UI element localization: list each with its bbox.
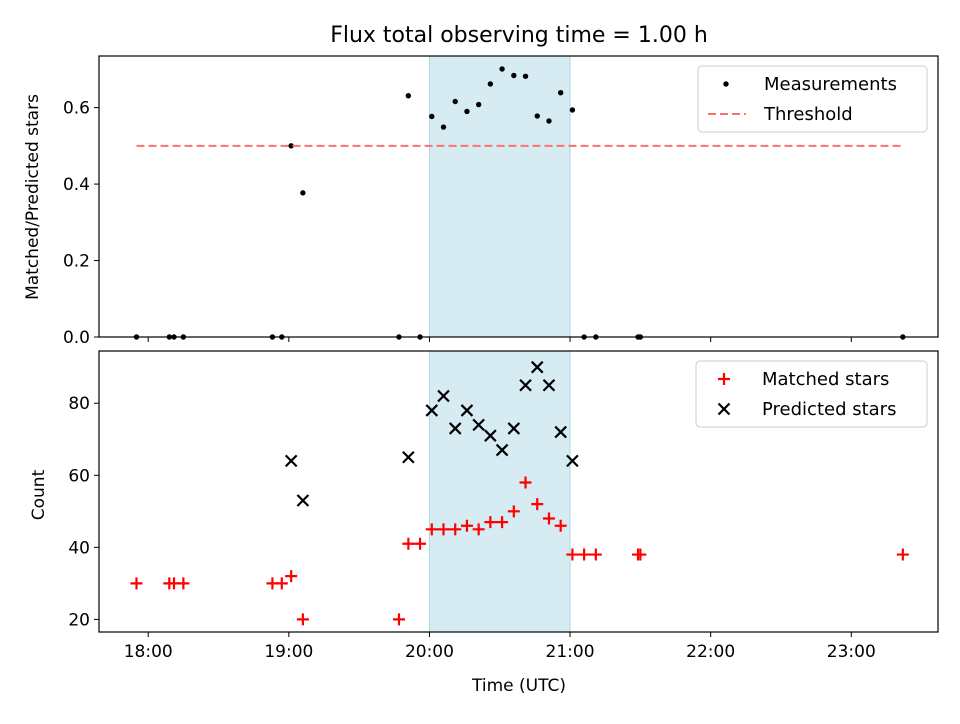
predicted-stars-point <box>530 360 544 374</box>
y-tick-label: 20 <box>68 610 90 630</box>
matched-stars-point <box>275 577 288 590</box>
measurement-point <box>546 118 552 124</box>
predicted-stars-point <box>495 443 509 457</box>
measurement-point <box>569 107 576 113</box>
legend-matched-swatch <box>718 373 730 385</box>
subplot-count: 20 40 60 80 18:00 19:00 20:00 21:00 22:00 23:00 Ma… <box>68 350 939 662</box>
matched-stars-point <box>285 570 298 583</box>
predicted-stars-point <box>554 425 567 439</box>
measurement-point <box>452 98 458 105</box>
legend-label: Predicted stars <box>762 399 896 420</box>
measurement-point <box>429 113 435 120</box>
matched-stars-point <box>634 548 647 561</box>
x-tick-label: 20:00 <box>405 642 454 662</box>
matched-stars-point <box>449 523 462 536</box>
legend-label: Threshold <box>763 104 853 125</box>
legend: Measurements Threshold <box>697 65 928 133</box>
matched-stars-point <box>130 577 143 590</box>
measurement-point <box>300 190 306 196</box>
y-tick-label: 80 <box>68 394 90 414</box>
legend-box <box>697 65 928 133</box>
y-tick-label: 40 <box>68 538 90 558</box>
predicted-stars-point <box>472 418 485 432</box>
x-tick-label: 19:00 <box>264 642 313 662</box>
measurement-point <box>405 93 412 99</box>
predicted-stars-point <box>519 378 532 392</box>
measurement-point <box>534 113 540 119</box>
series-predicted-stars <box>284 360 579 507</box>
y-tick-label: 0.6 <box>63 99 90 119</box>
y-tick-label: 0.0 <box>63 328 90 348</box>
predicted-stars-point <box>484 429 497 442</box>
matched-stars-point <box>392 613 405 626</box>
legend-label: Matched stars <box>762 369 889 390</box>
matched-stars-point <box>484 516 497 529</box>
x-axis-label: Time (UTC) <box>471 676 566 696</box>
measurement-point <box>440 124 447 130</box>
observing-window-span <box>428 55 571 338</box>
matched-stars-point <box>507 505 520 518</box>
matched-stars-point <box>425 523 438 536</box>
predicted-stars-point <box>460 404 474 417</box>
plot-area: 0.0 0.2 0.4 0.6 Measurements Threshold 20 40 60 8… <box>63 55 939 662</box>
x-tick-label: 23:00 <box>827 642 876 662</box>
matched-stars-point <box>519 476 532 489</box>
matched-stars-point <box>414 537 427 550</box>
matched-stars-point <box>896 548 909 561</box>
measurement-point <box>475 101 482 108</box>
x-tick-label: 18:00 <box>124 642 173 662</box>
predicted-stars-point <box>448 422 462 435</box>
measurement-point <box>511 72 517 79</box>
legend-predicted-swatch <box>717 402 731 416</box>
subplot-ratio: 0.0 0.2 0.4 0.6 Measurements Threshold <box>63 55 939 348</box>
matched-stars-point <box>578 548 591 561</box>
chart-title: Flux total observing time = 1.00 h <box>330 23 708 48</box>
matched-stars-point <box>542 512 555 525</box>
series-matched-stars <box>130 476 909 626</box>
x-tick-label: 22:00 <box>686 642 735 662</box>
matched-stars-point <box>531 498 544 511</box>
legend: Matched stars Predicted stars <box>695 360 928 428</box>
matched-stars-point <box>460 519 473 532</box>
predicted-stars-point <box>296 494 310 507</box>
matched-stars-point <box>554 519 567 532</box>
predicted-stars-point <box>402 450 415 464</box>
predicted-stars-point <box>437 389 450 403</box>
y-tick-label: 0.4 <box>63 175 90 195</box>
axes-frame <box>98 350 939 633</box>
matched-stars-point <box>472 523 485 536</box>
matched-stars-point <box>566 548 579 561</box>
matched-stars-point <box>177 577 190 590</box>
predicted-stars-point <box>425 404 439 417</box>
measurement-point <box>499 66 505 72</box>
matched-stars-point <box>589 548 602 561</box>
legend-box <box>695 360 928 428</box>
legend-measurement-swatch <box>723 81 729 87</box>
measurement-point <box>522 73 529 79</box>
predicted-stars-point <box>507 422 521 435</box>
measurement-point <box>288 143 294 149</box>
predicted-stars-point <box>284 454 298 468</box>
top-y-axis-label: Matched/Predicted stars <box>23 94 43 300</box>
measurement-point <box>487 81 494 87</box>
predicted-stars-point <box>566 454 579 468</box>
y-tick-label: 60 <box>68 466 90 486</box>
matched-stars-point <box>437 523 450 536</box>
observing-window-span <box>428 350 571 633</box>
matched-stars-point <box>296 613 309 626</box>
measurement-point <box>557 90 564 96</box>
bottom-y-axis-label: Count <box>29 469 49 520</box>
measurement-point <box>464 108 470 115</box>
axes-frame <box>98 55 939 338</box>
predicted-stars-point <box>542 378 556 392</box>
x-tick-label: 21:00 <box>546 642 595 662</box>
matched-stars-point <box>496 516 509 529</box>
legend-label: Measurements <box>764 74 897 95</box>
matched-stars-point <box>402 537 415 550</box>
series-measurements <box>133 66 906 340</box>
y-tick-label: 0.2 <box>63 252 90 272</box>
